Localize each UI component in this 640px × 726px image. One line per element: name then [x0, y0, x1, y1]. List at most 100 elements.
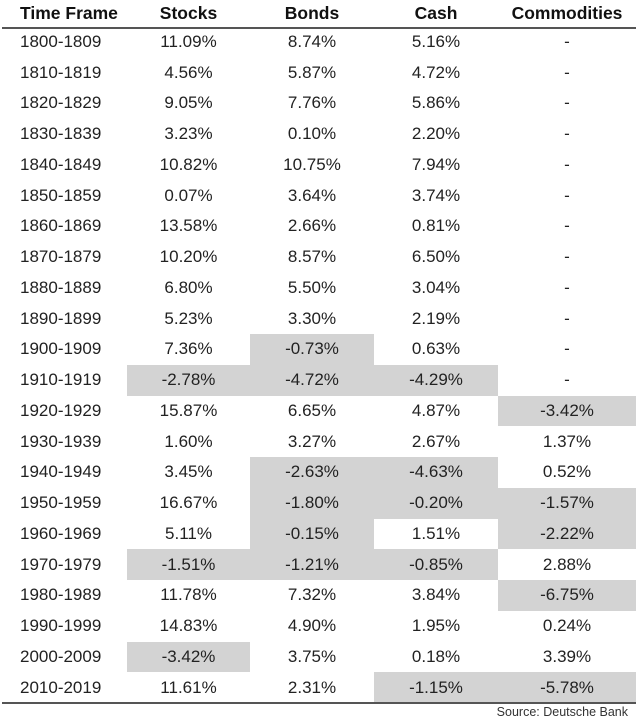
source-note: Source: Deutsche Bank	[496, 705, 628, 719]
cell-text: 0.07%	[164, 185, 213, 205]
cell-text: 5.11%	[165, 523, 212, 543]
cell-text: -1.80%	[285, 493, 339, 513]
cell-text: -0.85%	[409, 554, 463, 574]
cell-cash: 7.94%	[374, 150, 498, 181]
table-row: 1800-1809 11.09% 8.74% 5.16% -	[0, 27, 636, 58]
cell-time-frame: 1800-1809	[0, 27, 127, 58]
cell-time-frame: 1820-1829	[0, 88, 127, 119]
cell-stocks: -3.42%	[127, 641, 250, 673]
cell-text: 6.80%	[164, 277, 213, 297]
cell-cash: -4.63%	[374, 457, 498, 488]
cell-text: 13.58%	[159, 216, 218, 236]
cell-stocks: 10.82%	[127, 150, 250, 181]
table-row: 1870-1879 10.20% 8.57% 6.50% -	[0, 242, 636, 273]
cell-text: -	[564, 185, 570, 205]
header-divider	[2, 27, 636, 29]
cell-cash: 6.50%	[374, 242, 498, 273]
cell-text: 1.37%	[542, 431, 592, 451]
cell-stocks: 3.23%	[127, 119, 250, 150]
table-row: 1980-1989 11.78% 7.32% 3.84% -6.75%	[0, 580, 636, 611]
cell-cash: -4.29%	[374, 364, 498, 396]
cell-text: 1850-1859	[20, 185, 102, 205]
cell-bonds: 3.30%	[250, 303, 374, 334]
cell-text: 1990-1999	[20, 616, 102, 636]
header-stocks: Stocks	[159, 3, 218, 23]
cell-bonds: 3.75%	[250, 642, 374, 673]
cell-stocks: 11.61%	[127, 672, 250, 703]
cell-text: 0.81%	[411, 216, 461, 236]
table-row: 1860-1869 13.58% 2.66% 0.81% -	[0, 211, 636, 242]
cell-text: 2.20%	[411, 124, 461, 144]
cell-stocks: 3.45%	[127, 457, 250, 488]
cell-text: 3.64%	[287, 185, 337, 205]
cell-text: -	[564, 154, 570, 174]
cell-commodities: -	[498, 119, 636, 150]
cell-bonds: 8.74%	[250, 27, 374, 58]
cell-bonds: 2.66%	[250, 211, 374, 242]
table-row: 1930-1939 1.60% 3.27% 2.67% 1.37%	[0, 426, 636, 457]
cell-time-frame: 1880-1889	[0, 273, 127, 304]
table-row: 2000-2009 -3.42% 3.75% 0.18% 3.39%	[0, 641, 636, 673]
cell-cash: 0.81%	[374, 211, 498, 242]
cell-text: 3.84%	[411, 585, 461, 605]
cell-stocks: 11.78%	[127, 580, 250, 611]
cell-bonds: -1.80%	[250, 487, 374, 519]
cell-bonds: -0.15%	[250, 518, 374, 550]
cell-text: 1830-1839	[20, 124, 102, 144]
cell-text: -5.78%	[540, 677, 594, 697]
cell-text: 5.23%	[164, 308, 213, 328]
cell-text: 6.50%	[411, 247, 461, 267]
cell-stocks: -2.78%	[127, 364, 250, 396]
cell-text: 4.90%	[287, 616, 337, 636]
table-row: 1820-1829 9.05% 7.76% 5.86% -	[0, 88, 636, 119]
cell-text: 3.23%	[164, 124, 213, 144]
cell-cash: 4.72%	[374, 57, 498, 88]
cell-commodities: -	[498, 180, 636, 211]
cell-text: 0.63%	[411, 339, 461, 359]
cell-text: 8.57%	[287, 247, 337, 267]
cell-text: -1.15%	[409, 677, 463, 697]
cell-commodities: -	[498, 150, 636, 181]
cell-time-frame: 1980-1989	[0, 580, 127, 611]
cell-text: -	[564, 62, 570, 82]
cell-text: 1.60%	[164, 431, 213, 451]
cell-text: -	[564, 31, 570, 51]
bottom-divider	[2, 702, 636, 704]
cell-text: 10.75%	[283, 154, 341, 174]
table-header: Time Frame Stocks Bonds Cash Commodities	[0, 0, 636, 26]
cell-text: -0.20%	[409, 493, 463, 513]
table-row: 2010-2019 11.61% 2.31% -1.15% -5.78%	[0, 672, 636, 703]
cell-text: 1800-1809	[20, 31, 102, 51]
cell-text: 0.24%	[542, 616, 592, 636]
cell-cash: 3.84%	[374, 580, 498, 611]
cell-text: -	[564, 216, 570, 236]
cell-text: 3.27%	[287, 431, 337, 451]
cell-text: 0.10%	[287, 124, 337, 144]
cell-text: 0.52%	[542, 462, 592, 482]
header-time-frame: Time Frame	[20, 3, 118, 23]
cell-text: -4.29%	[409, 370, 463, 390]
cell-text: 11.09%	[160, 31, 217, 51]
cell-commodities: -6.75%	[498, 580, 636, 611]
cell-time-frame: 1930-1939	[0, 426, 127, 457]
cell-text: 3.45%	[164, 462, 213, 482]
table-row: 1910-1919 -2.78% -4.72% -4.29% -	[0, 364, 636, 396]
cell-text: -0.15%	[285, 523, 339, 543]
cell-commodities: 2.88%	[498, 549, 636, 580]
table-row: 1970-1979 -1.51% -1.21% -0.85% 2.88%	[0, 549, 636, 580]
cell-text: 7.32%	[287, 585, 337, 605]
cell-bonds: 7.32%	[250, 580, 374, 611]
cell-text: 11.61%	[160, 677, 217, 697]
cell-stocks: 11.09%	[127, 27, 250, 58]
table-row: 1840-1849 10.82% 10.75% 7.94% -	[0, 150, 636, 181]
cell-text: 4.72%	[411, 62, 461, 82]
cell-time-frame: 1830-1839	[0, 119, 127, 150]
cell-cash: -0.85%	[374, 549, 498, 580]
cell-commodities: -2.22%	[498, 518, 636, 550]
cell-bonds: -0.73%	[250, 334, 374, 365]
cell-cash: 0.18%	[374, 642, 498, 673]
cell-text: 7.76%	[287, 93, 337, 113]
cell-cash: 5.16%	[374, 27, 498, 58]
cell-text: 1.51%	[411, 523, 461, 543]
cell-text: 2.67%	[411, 431, 461, 451]
